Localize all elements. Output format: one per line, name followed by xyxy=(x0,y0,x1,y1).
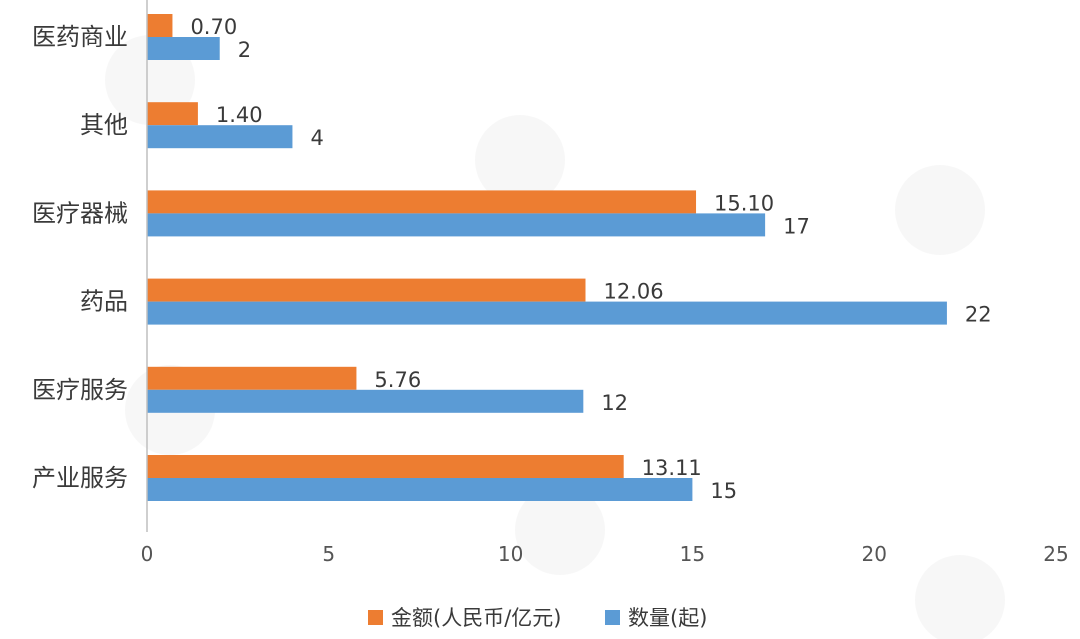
category-label: 医疗服务 xyxy=(32,376,128,404)
legend-label: 金额(人民币/亿元) xyxy=(391,606,561,630)
x-axis-tick-labels: 0 5 10 15 20 25 xyxy=(141,542,1069,566)
bars-layer xyxy=(147,14,947,501)
watermark-logo xyxy=(515,485,605,575)
x-tick-label: 25 xyxy=(1043,542,1068,566)
bar-count xyxy=(147,37,220,60)
category-label: 产业服务 xyxy=(32,464,128,492)
data-labels-layer: 0.702 1.40 4 15.10 17 12.06 22 5.76 12 13.11 15 xyxy=(190,15,991,503)
x-tick-label: 20 xyxy=(861,542,886,566)
data-label: 2 xyxy=(238,38,251,62)
data-label: 12 xyxy=(601,391,628,415)
bar-count xyxy=(147,301,947,325)
data-label: 17 xyxy=(783,214,810,238)
bar-count xyxy=(147,125,293,149)
data-label: 1.40 xyxy=(216,103,263,127)
bar-amount xyxy=(147,278,586,302)
x-tick-label: 5 xyxy=(322,542,335,566)
legend: 金额(人民币/亿元) 数量(起) xyxy=(368,606,707,630)
x-tick-label: 0 xyxy=(141,542,154,566)
category-label: 医疗器械 xyxy=(32,199,128,227)
data-label: 15 xyxy=(710,479,737,503)
bar-amount xyxy=(147,102,198,126)
data-label: 15.10 xyxy=(714,191,774,215)
x-tick-label: 15 xyxy=(680,542,705,566)
data-label: 4 xyxy=(310,126,323,150)
bar-amount xyxy=(147,14,173,37)
data-label: 5.76 xyxy=(374,368,421,392)
bar-amount xyxy=(147,366,357,390)
watermark-logo xyxy=(895,165,985,255)
category-label: 药品 xyxy=(80,288,128,316)
bar-count xyxy=(147,389,584,413)
category-label: 医药商业 xyxy=(32,23,128,51)
bar-count xyxy=(147,478,693,501)
bar-amount xyxy=(147,455,624,478)
x-tick-label: 10 xyxy=(498,542,523,566)
watermark-logo xyxy=(915,555,1005,639)
bar-amount xyxy=(147,190,697,214)
bar-count xyxy=(147,213,766,237)
data-label: 13.11 xyxy=(642,456,702,480)
legend-swatch xyxy=(368,610,383,625)
legend-swatch xyxy=(605,610,620,625)
data-label: 0.70 xyxy=(190,15,237,39)
data-label: 22 xyxy=(965,303,992,327)
category-label: 其他 xyxy=(80,111,128,139)
watermark-logo xyxy=(475,115,565,205)
legend-label: 数量(起) xyxy=(628,606,707,630)
data-label: 12.06 xyxy=(604,280,664,304)
